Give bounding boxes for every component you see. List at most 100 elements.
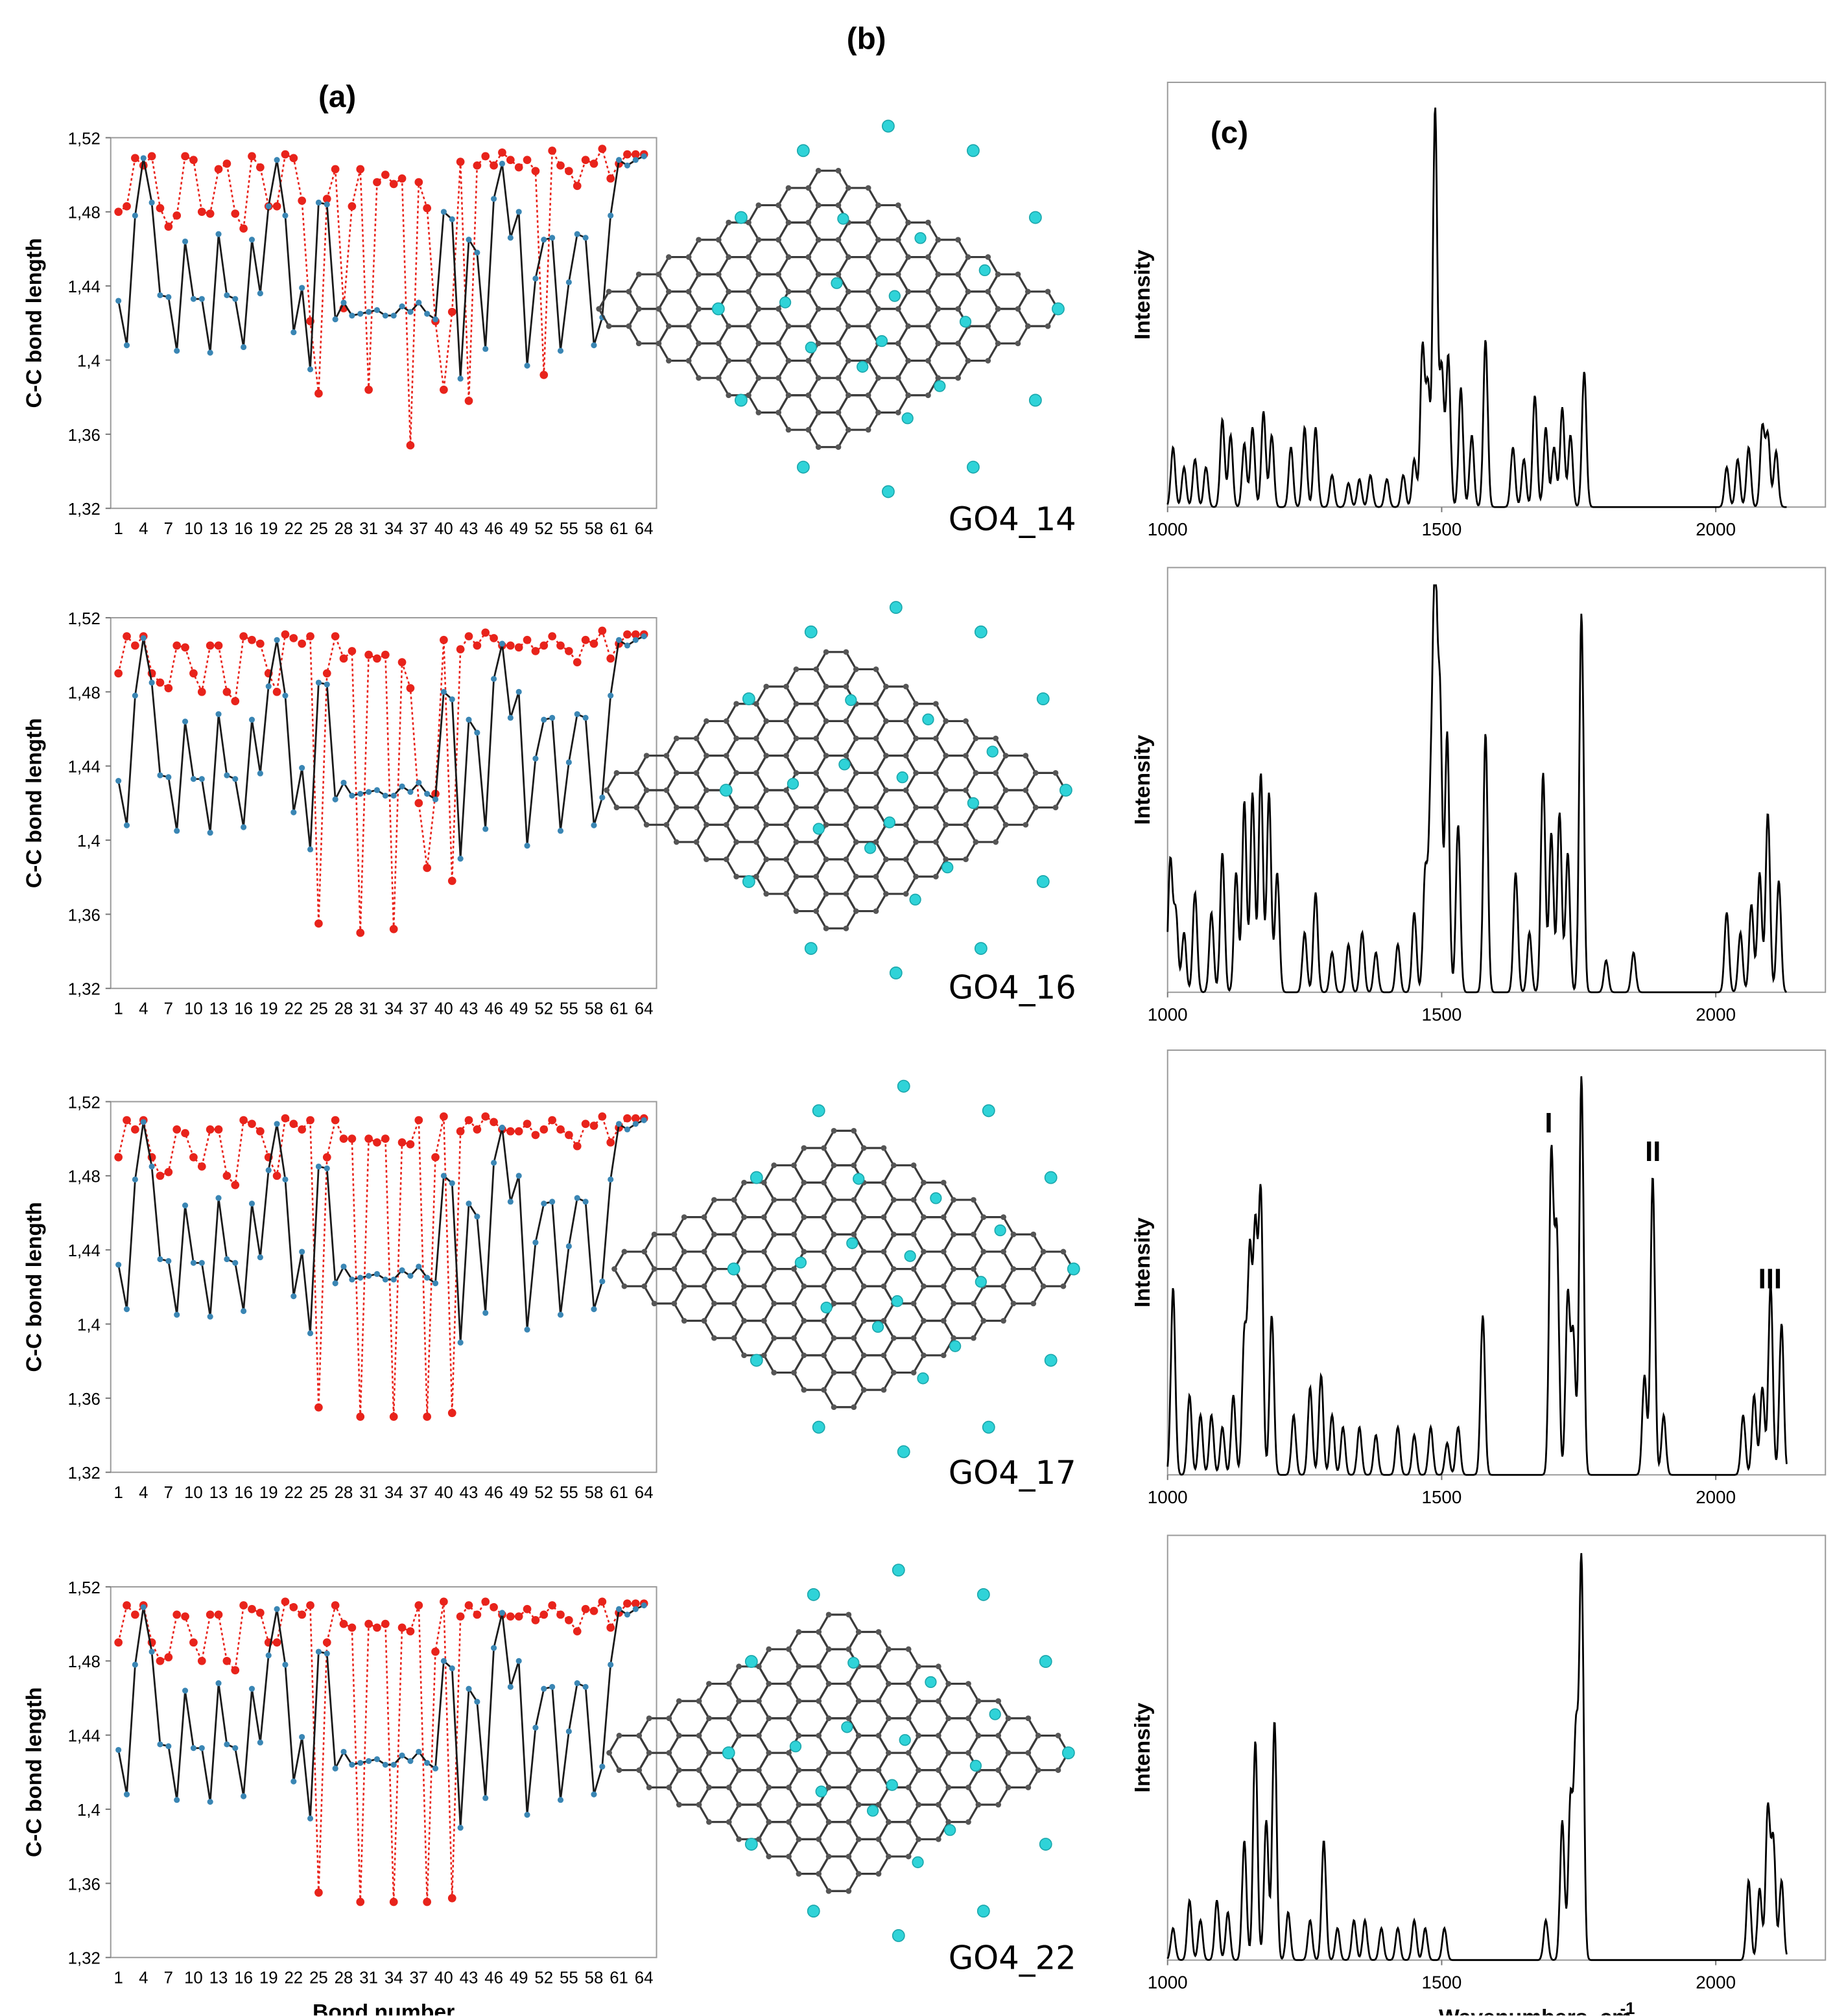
cc-bond	[687, 325, 700, 344]
cc-bond	[853, 1251, 865, 1270]
oxygen-atom	[886, 1779, 898, 1791]
cc-bond	[867, 274, 879, 292]
blue-point	[549, 1199, 556, 1205]
cc-bond	[905, 772, 917, 791]
x-tick-label: 28	[335, 520, 353, 538]
carbon-atom	[831, 1335, 837, 1341]
oxygen-atom	[875, 334, 888, 347]
carbon-atom	[843, 649, 849, 655]
carbon-atom	[796, 1663, 802, 1670]
carbon-atom	[1032, 804, 1039, 811]
carbon-atom	[681, 1283, 687, 1289]
cc-bond	[818, 1873, 830, 1892]
blue-point	[632, 157, 639, 163]
carbon-atom	[823, 856, 829, 862]
cc-bond	[912, 1355, 925, 1374]
hydrogen-atom	[812, 1420, 825, 1434]
carbon-atom	[895, 410, 901, 416]
carbon-atom	[943, 787, 949, 793]
carbon-atom	[855, 1733, 862, 1739]
blue-point	[115, 1746, 122, 1753]
carbon-atom	[865, 358, 871, 364]
y-tick-label: 1,44	[68, 1728, 101, 1746]
carbon-atom	[886, 1853, 892, 1860]
carbon-atom	[921, 1318, 927, 1324]
cc-bond	[733, 1337, 745, 1356]
cc-bond	[755, 790, 768, 808]
black-series-line	[117, 1119, 645, 1343]
carbon-atom	[993, 839, 999, 845]
cc-bond	[635, 755, 648, 774]
red-point	[314, 919, 323, 928]
cc-bond	[1017, 308, 1029, 327]
cc-bond	[934, 858, 947, 878]
carbon-atom	[673, 769, 680, 776]
cc-bond	[608, 1735, 621, 1753]
carbon-atom	[791, 1231, 797, 1237]
cc-bond	[847, 1631, 860, 1650]
carbon-atom	[831, 1300, 837, 1307]
cc-bond	[973, 1199, 985, 1218]
carbon-atom	[755, 1801, 762, 1808]
carbon-atom	[825, 1612, 832, 1618]
blue-point	[499, 1124, 506, 1131]
carbon-atom	[1024, 288, 1031, 295]
blue-point	[466, 237, 472, 243]
red-point	[414, 178, 423, 187]
cc-bond	[793, 1234, 805, 1252]
red-point	[147, 152, 156, 161]
cc-bond	[937, 1717, 950, 1737]
carbon-atom	[763, 683, 770, 690]
carbon-atom	[851, 1370, 857, 1376]
carbon-atom	[656, 340, 662, 347]
carbon-atom	[815, 375, 822, 381]
carbon-atom	[813, 769, 820, 776]
carbon-atom	[746, 219, 751, 226]
carbon-atom	[681, 1214, 687, 1220]
blue-point	[491, 1645, 497, 1651]
carbon-atom	[945, 1819, 952, 1825]
carbon-atom	[855, 1629, 862, 1635]
x-tick-label: 16	[234, 1000, 253, 1018]
blue-point	[282, 212, 289, 219]
carbon-atom	[671, 1300, 678, 1307]
carbon-atom	[621, 1248, 628, 1255]
carbon-atom	[775, 271, 782, 277]
x-tick-label: 61	[609, 520, 628, 538]
carbon-atom	[875, 237, 881, 243]
cc-bond	[837, 291, 849, 310]
red-series-line	[117, 628, 645, 933]
red-point	[514, 1127, 523, 1136]
blue-point	[366, 1758, 372, 1764]
cc-bond	[695, 738, 707, 756]
carbon-atom	[1015, 271, 1021, 277]
carbon-atom	[755, 237, 762, 243]
carbon-atom	[755, 1663, 762, 1670]
red-point	[306, 1601, 314, 1610]
blue-point	[574, 1680, 580, 1687]
carbon-atom	[916, 1698, 921, 1704]
cc-bond	[847, 1717, 860, 1737]
cc-bond	[987, 342, 999, 362]
carbon-atom	[846, 1612, 852, 1618]
hydrogen-atom	[982, 1420, 995, 1434]
carbon-atom	[793, 908, 799, 914]
blue-point	[499, 1610, 506, 1616]
carbon-atom	[801, 1318, 807, 1324]
carbon-atom	[693, 804, 700, 811]
red-point	[514, 643, 523, 652]
red-point	[464, 397, 473, 405]
cc-bond	[643, 1251, 656, 1270]
cc-bond	[1027, 1735, 1039, 1753]
carbon-atom	[1035, 1733, 1041, 1739]
red-point	[214, 1125, 223, 1134]
carbon-atom	[910, 1266, 917, 1272]
cc-bond	[1002, 1268, 1015, 1287]
x-tick-label: 49	[510, 1484, 528, 1502]
carbon-atom	[873, 908, 879, 914]
cc-bond	[853, 1216, 865, 1236]
cc-bond	[788, 1769, 800, 1788]
blue-point	[198, 296, 205, 302]
cc-bond	[927, 360, 940, 379]
cc-bond	[777, 187, 790, 206]
